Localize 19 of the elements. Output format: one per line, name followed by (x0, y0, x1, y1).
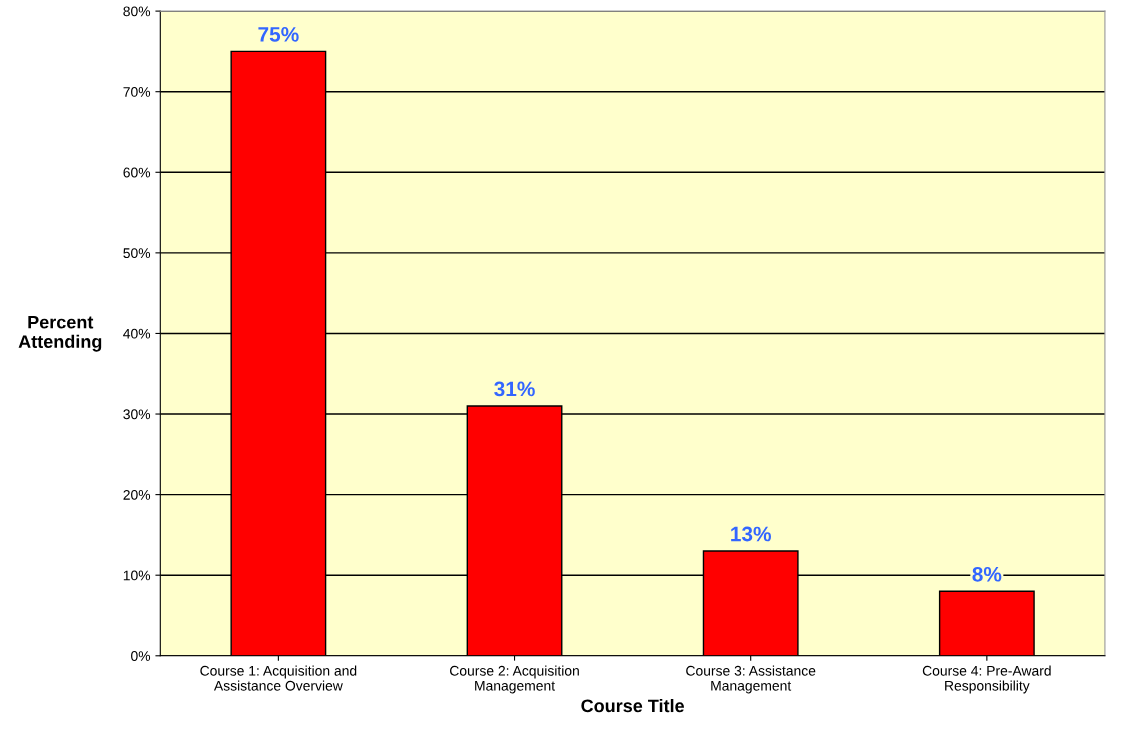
data-label: 31% (494, 381, 535, 397)
y-tick-label: 70% (123, 87, 151, 97)
y-tick-label: 20% (123, 489, 151, 500)
x-axis-title: Course Title (581, 698, 685, 713)
y-tick-label: 30% (123, 409, 151, 420)
y-tick-label: 60% (123, 167, 151, 178)
data-label: 13% (731, 526, 771, 542)
y-tick-label: 50% (123, 248, 151, 259)
y-tick-label: 10% (123, 570, 151, 581)
y-tick-label: 0% (131, 651, 151, 661)
x-tick-label: Course 1: Acquisition and Assistance Overview (200, 665, 357, 691)
x-tick-label: Course 3: Assistance Management (686, 665, 816, 694)
data-label: 8% (972, 566, 1002, 582)
data-label: 75% (258, 27, 299, 42)
y-tick-label: 80% (123, 6, 151, 17)
y-tick-label: 40% (123, 328, 151, 339)
y-axis-title: Percent Attending (18, 315, 102, 352)
x-tick-label: Course 4: Pre-Award Responsibility (922, 665, 1051, 694)
x-tick-label: Course 2: Acquisition Management (450, 665, 579, 694)
